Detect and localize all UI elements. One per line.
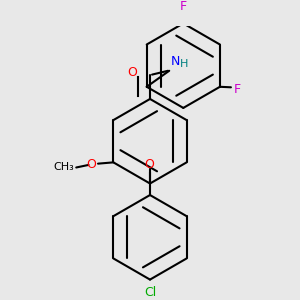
Text: O: O — [144, 158, 154, 171]
Text: F: F — [234, 83, 241, 96]
Text: O: O — [127, 66, 137, 79]
Text: H: H — [179, 59, 188, 70]
Text: N: N — [170, 55, 180, 68]
Text: F: F — [180, 0, 187, 13]
Text: CH₃: CH₃ — [53, 163, 74, 172]
Text: Cl: Cl — [144, 286, 156, 299]
Text: O: O — [87, 158, 97, 171]
